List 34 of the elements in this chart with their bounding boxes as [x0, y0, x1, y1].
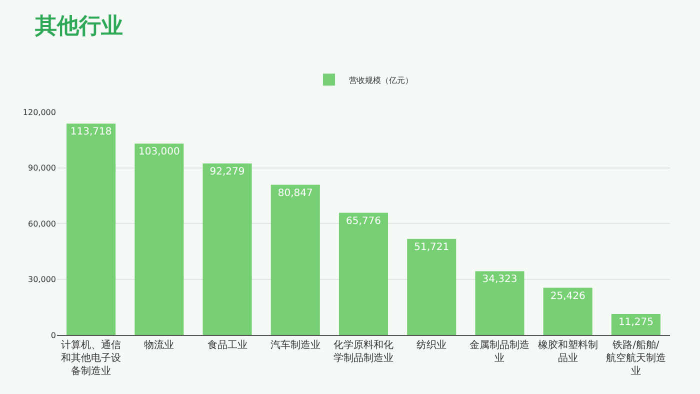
data-label: 25,426	[550, 290, 586, 302]
x-tick-label: 纺织业	[416, 339, 447, 351]
x-tick-label: 汽车制造业	[270, 339, 320, 351]
data-label: 113,718	[70, 126, 112, 138]
y-tick-label: 0	[50, 330, 56, 340]
x-tick-label: 橡胶和塑料制品业	[538, 339, 598, 364]
data-label: 51,721	[414, 242, 450, 253]
bar	[543, 288, 592, 335]
y-tick-label: 60,000	[28, 219, 56, 228]
chart-title: 其他行业	[34, 14, 123, 40]
x-tick-label: 食品工业	[207, 339, 248, 351]
data-label: 103,000	[138, 146, 180, 158]
bar	[270, 184, 320, 335]
y-tick-label: 30,000	[28, 275, 56, 284]
bar	[407, 238, 456, 335]
x-tick-label: 铁路/船舶/航空航天制造业	[606, 339, 666, 377]
data-label: 92,279	[210, 166, 245, 178]
data-label: 34,323	[482, 274, 518, 286]
bar	[338, 212, 388, 335]
data-label: 65,776	[346, 216, 381, 227]
data-label: 11,275	[618, 317, 654, 328]
legend-label: 营收规模（亿元）	[349, 76, 413, 85]
x-tick-label: 化学原料和化学制品制造业	[334, 339, 394, 364]
x-tick-label: 金属制品制造业	[470, 339, 530, 364]
bar	[202, 164, 252, 335]
y-tick-label: 120,000	[22, 108, 56, 117]
bar	[66, 124, 116, 335]
y-tick-label: 90,000	[28, 164, 56, 173]
bar	[134, 144, 184, 335]
data-label: 80,847	[278, 188, 313, 199]
x-tick-label: 物流业	[144, 339, 174, 351]
bar	[611, 314, 660, 335]
bar	[475, 271, 524, 335]
x-tick-label: 计算机、通信和其他电子设备制造业	[61, 339, 122, 377]
